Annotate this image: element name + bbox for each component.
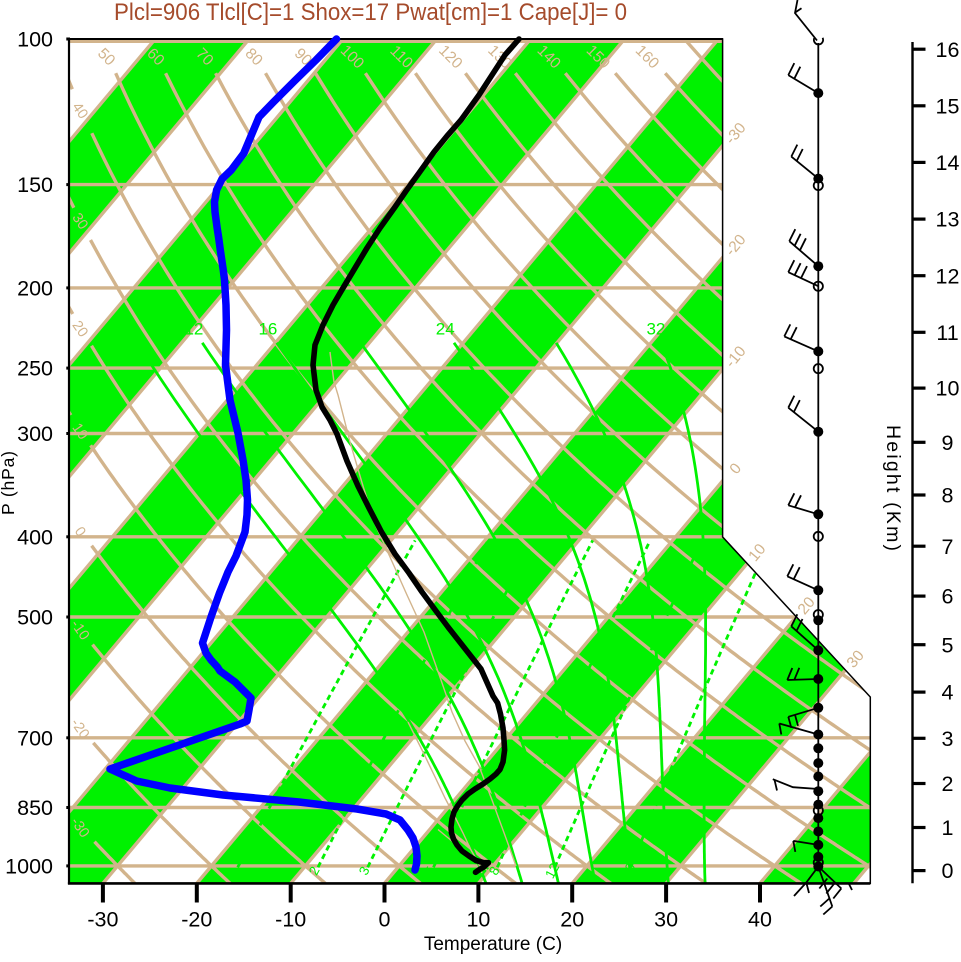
- svg-text:P (hPa): P (hPa): [0, 451, 18, 515]
- svg-text:12: 12: [184, 320, 203, 339]
- svg-text:0: 0: [942, 859, 954, 883]
- svg-text:5: 5: [942, 633, 954, 657]
- svg-text:15: 15: [936, 94, 960, 118]
- svg-text:30: 30: [654, 908, 678, 932]
- svg-text:13: 13: [936, 208, 960, 232]
- svg-text:12: 12: [936, 264, 960, 288]
- svg-text:32: 32: [646, 320, 665, 339]
- svg-text:8: 8: [125, 320, 134, 339]
- svg-text:300: 300: [17, 422, 53, 446]
- svg-text:6: 6: [942, 585, 954, 609]
- svg-text:Height (Km): Height (Km): [882, 425, 904, 551]
- svg-text:700: 700: [17, 726, 53, 750]
- svg-text:1: 1: [942, 816, 954, 840]
- svg-text:11: 11: [936, 321, 958, 345]
- svg-text:-20: -20: [181, 908, 212, 932]
- svg-text:0: 0: [379, 908, 391, 932]
- svg-text:16: 16: [258, 320, 277, 339]
- svg-text:10: 10: [466, 908, 490, 932]
- svg-text:20: 20: [560, 908, 584, 932]
- svg-text:8: 8: [942, 484, 954, 508]
- svg-text:40: 40: [748, 908, 772, 932]
- svg-text:500: 500: [17, 606, 53, 630]
- svg-text:2: 2: [942, 772, 954, 796]
- svg-text:-10: -10: [275, 908, 306, 932]
- svg-text:Temperature (C): Temperature (C): [424, 934, 562, 955]
- svg-text:28: 28: [539, 320, 558, 339]
- svg-text:Plcl=906 Tlcl[C]=1 Shox=17 Pwa: Plcl=906 Tlcl[C]=1 Shox=17 Pwat[cm]=1 Ca…: [114, 0, 627, 26]
- svg-text:3: 3: [942, 727, 954, 751]
- svg-text:400: 400: [17, 525, 53, 549]
- svg-text:850: 850: [17, 796, 53, 820]
- svg-text:150: 150: [17, 173, 53, 197]
- svg-text:4: 4: [942, 681, 954, 705]
- svg-text:100: 100: [17, 28, 53, 52]
- svg-text:14: 14: [936, 151, 960, 175]
- svg-text:16: 16: [936, 38, 960, 62]
- svg-text:7: 7: [942, 535, 954, 559]
- svg-text:10: 10: [936, 377, 960, 401]
- svg-text:200: 200: [17, 277, 53, 301]
- svg-text:1000: 1000: [5, 855, 53, 879]
- svg-text:-30: -30: [87, 908, 118, 932]
- svg-text:24: 24: [436, 320, 455, 339]
- svg-text:9: 9: [942, 431, 954, 455]
- svg-text:20: 20: [342, 320, 361, 339]
- svg-text:250: 250: [17, 357, 53, 381]
